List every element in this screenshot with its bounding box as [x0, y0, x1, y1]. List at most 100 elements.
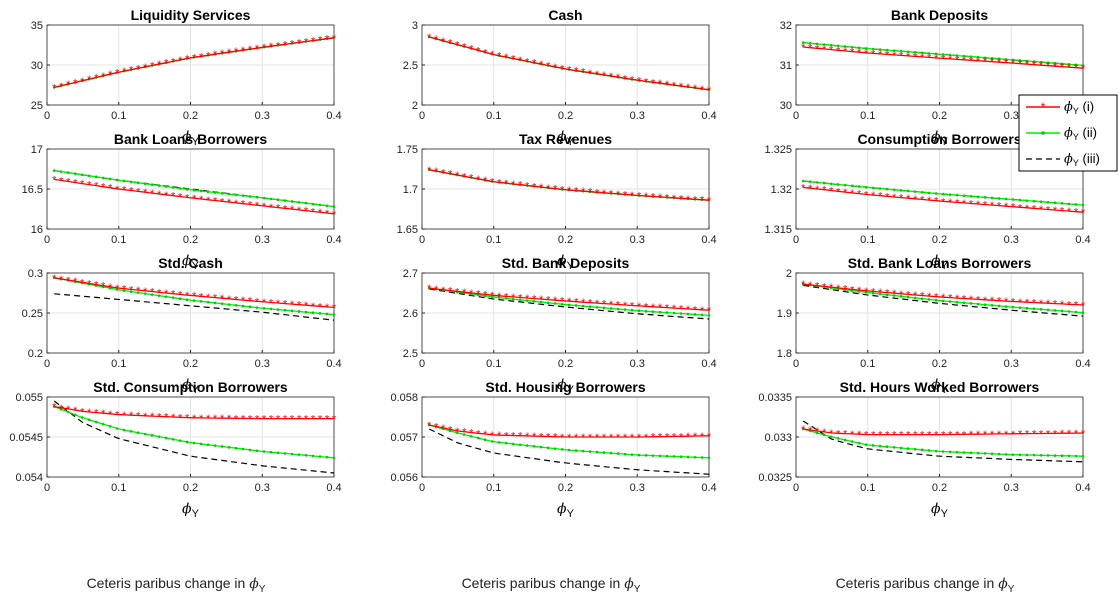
data-point-i: * — [934, 292, 939, 304]
y-tick-label: 0.3 — [28, 268, 43, 280]
data-point-ii — [815, 181, 819, 184]
data-point-i: * — [511, 53, 516, 65]
data-point-ii — [829, 182, 833, 186]
data-point-i: * — [227, 47, 232, 59]
data-point-i: * — [637, 75, 642, 87]
data-point-ii — [213, 301, 217, 305]
data-point-i: * — [553, 295, 558, 307]
y-tick-label: 0.054 — [15, 472, 43, 484]
data-point-i: * — [199, 413, 204, 425]
data-point-i: * — [651, 191, 656, 203]
data-point-i: * — [1046, 204, 1051, 216]
data-point-ii — [567, 448, 571, 452]
data-point-i: * — [332, 414, 337, 426]
data-point-i: * — [248, 199, 253, 211]
data-point-i: * — [927, 430, 932, 442]
axes-frame — [46, 24, 335, 106]
data-point-i: * — [283, 203, 288, 215]
data-point-ii — [899, 49, 903, 53]
data-point-ii — [913, 50, 917, 54]
data-point-ii — [59, 408, 63, 411]
y-tick-label: 16 — [31, 224, 43, 236]
data-point-ii — [290, 452, 294, 456]
y-tick-label: 0.055 — [15, 392, 43, 404]
data-point-i: * — [581, 67, 586, 79]
data-point-i: * — [962, 55, 967, 67]
data-point-i: * — [290, 414, 295, 426]
data-point-ii — [185, 298, 189, 302]
data-point-i: * — [532, 181, 537, 193]
data-point-i: * — [52, 174, 57, 186]
data-point-i: * — [679, 303, 684, 315]
x-tick-label: 0.3 — [1004, 482, 1019, 494]
data-point-ii — [857, 185, 861, 188]
data-point-i: * — [220, 196, 225, 208]
x-tick-label: 0 — [793, 110, 799, 122]
data-point-i: * — [976, 199, 981, 211]
data-point-ii — [913, 296, 917, 300]
data-point-ii — [686, 455, 690, 459]
data-point-ii — [913, 447, 917, 451]
data-point-i: * — [906, 51, 911, 63]
x-tick-label: 0 — [793, 358, 799, 370]
data-point-ii — [693, 455, 697, 459]
data-point-ii — [297, 310, 301, 313]
data-point-i: * — [630, 190, 635, 202]
data-point-i: * — [1025, 429, 1030, 441]
data-point-ii — [567, 303, 571, 307]
data-point-i: * — [850, 284, 855, 296]
data-point-i: * — [581, 186, 586, 198]
data-point-ii — [560, 302, 564, 306]
panel-std-bank-deposits: 0 0.1 0.2 0.3 0.4 2.5 2.6 2.7 Std. Bank Deposits… — [403, 255, 717, 396]
data-point-i: * — [927, 52, 932, 64]
legend-entry-iii: ϕY (iii) — [1026, 151, 1100, 168]
data-point-ii — [1067, 63, 1071, 66]
data-point-i: * — [108, 183, 113, 195]
data-point-ii — [1018, 198, 1022, 202]
data-point-i: * — [808, 43, 813, 55]
data-point-i: * — [1039, 60, 1044, 72]
data-point-ii — [290, 309, 294, 313]
x-tick-label: 0.3 — [1004, 234, 1019, 246]
data-point-i: * — [934, 430, 939, 442]
data-point-i: * — [1004, 58, 1009, 70]
data-point-i: * — [1018, 202, 1023, 214]
x-tick-label: 0.4 — [1075, 482, 1090, 494]
data-point-ii — [637, 309, 641, 313]
data-point-i: * — [539, 59, 544, 71]
x-tick-label: 0 — [419, 110, 425, 122]
data-point-i: * — [983, 429, 988, 441]
x-tick-label: 0.4 — [701, 358, 716, 370]
data-point-i: * — [948, 293, 953, 305]
data-point-i: * — [129, 186, 134, 198]
data-point-ii — [899, 189, 903, 192]
data-point-i: * — [241, 295, 246, 307]
data-point-i: * — [455, 170, 460, 182]
x-tick-label: 0.4 — [701, 482, 716, 494]
data-point-i: * — [539, 182, 544, 194]
data-point-ii — [927, 449, 931, 452]
data-point-ii — [136, 291, 140, 294]
data-point-i: * — [595, 298, 600, 310]
data-point-ii — [927, 298, 931, 301]
data-point-i: * — [829, 45, 834, 57]
data-point-i: * — [497, 291, 502, 303]
data-point-ii — [1039, 60, 1043, 64]
data-point-i: * — [427, 32, 432, 44]
data-point-ii — [304, 454, 308, 457]
data-point-ii — [1032, 199, 1036, 203]
x-tick-label: 0.3 — [255, 358, 270, 370]
data-point-i: * — [150, 287, 155, 299]
data-point-ii — [157, 435, 161, 438]
data-point-ii — [483, 294, 487, 298]
data-point-i: * — [864, 430, 869, 442]
data-point-i: * — [686, 82, 691, 94]
data-point-i: * — [241, 45, 246, 57]
data-point-ii — [304, 310, 308, 314]
data-point-ii — [171, 296, 175, 299]
data-point-ii — [829, 435, 833, 439]
y-tick-label: 3 — [412, 20, 418, 32]
data-point-i: * — [199, 51, 204, 63]
data-point-i: * — [171, 56, 176, 68]
data-point-i: * — [885, 288, 890, 300]
